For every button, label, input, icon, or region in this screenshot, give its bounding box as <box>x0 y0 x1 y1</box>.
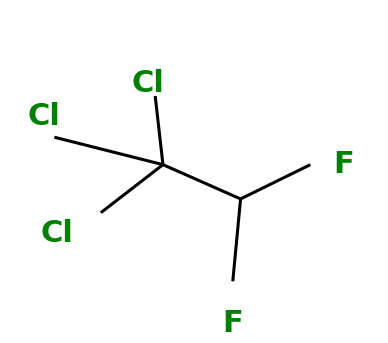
Text: F: F <box>334 150 354 179</box>
Text: Cl: Cl <box>27 102 60 131</box>
Text: F: F <box>222 309 243 338</box>
Text: Cl: Cl <box>41 219 74 248</box>
Text: Cl: Cl <box>131 69 164 98</box>
